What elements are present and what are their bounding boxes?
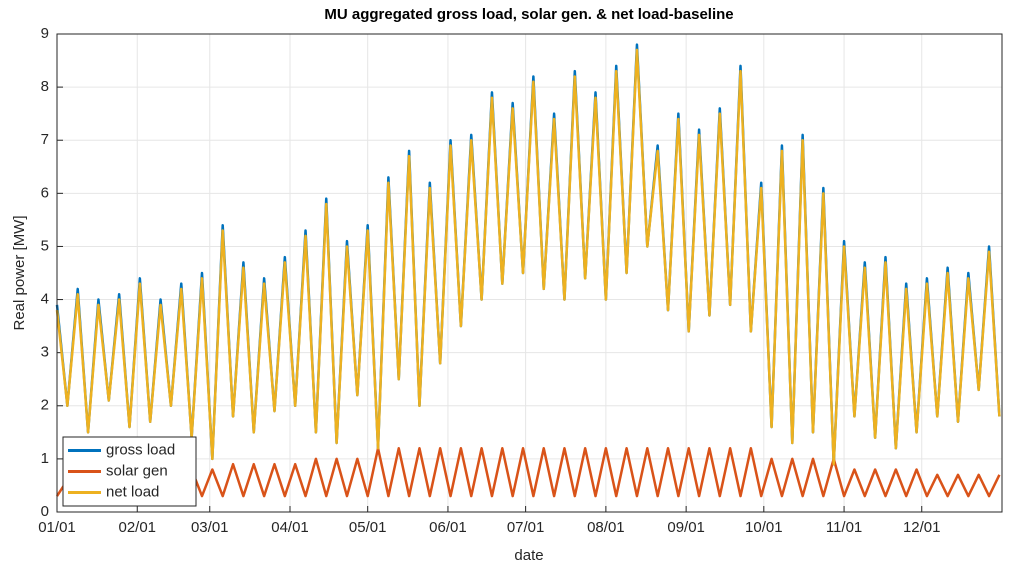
legend: gross load solar gen net load [62, 436, 197, 507]
x-tick-label: 08/01 [587, 519, 625, 536]
chart-title: MU aggregated gross load, solar gen. & n… [324, 6, 733, 23]
y-axis-label: Real power [MW] [11, 215, 28, 330]
x-tick-label: 10/01 [745, 519, 783, 536]
y-tick-label: 3 [41, 344, 49, 361]
x-tick-label: 07/01 [507, 519, 545, 536]
x-axis-label: date [514, 547, 543, 564]
y-tick-label: 2 [41, 397, 49, 414]
axes-box [56, 33, 1003, 513]
x-tick-label: 01/01 [38, 519, 76, 536]
y-tick-label: 9 [41, 25, 49, 42]
x-tick-label: 02/01 [118, 519, 156, 536]
y-tick-label: 1 [41, 450, 49, 467]
y-tick-label: 6 [41, 184, 49, 201]
x-tick-label: 03/01 [191, 519, 229, 536]
y-tick-label: 8 [41, 78, 49, 95]
x-tick-label: 09/01 [667, 519, 705, 536]
x-tick-label: 05/01 [349, 519, 387, 536]
x-tick-label: 12/01 [903, 519, 941, 536]
y-tick-label: 7 [41, 131, 49, 148]
data-line [55, 48, 1001, 466]
x-tick-label: 04/01 [271, 519, 309, 536]
y-tick-label: 0 [41, 503, 49, 520]
legend-label: net load [106, 483, 159, 500]
x-tick-label: 11/01 [826, 519, 862, 536]
y-tick-label: 5 [41, 237, 49, 254]
x-tick-label: 06/01 [429, 519, 467, 536]
plot-area [57, 34, 1002, 512]
data-line [55, 447, 1001, 498]
y-tick-label: 4 [41, 291, 49, 308]
legend-label: solar gen [106, 462, 168, 479]
legend-label: gross load [106, 441, 175, 458]
